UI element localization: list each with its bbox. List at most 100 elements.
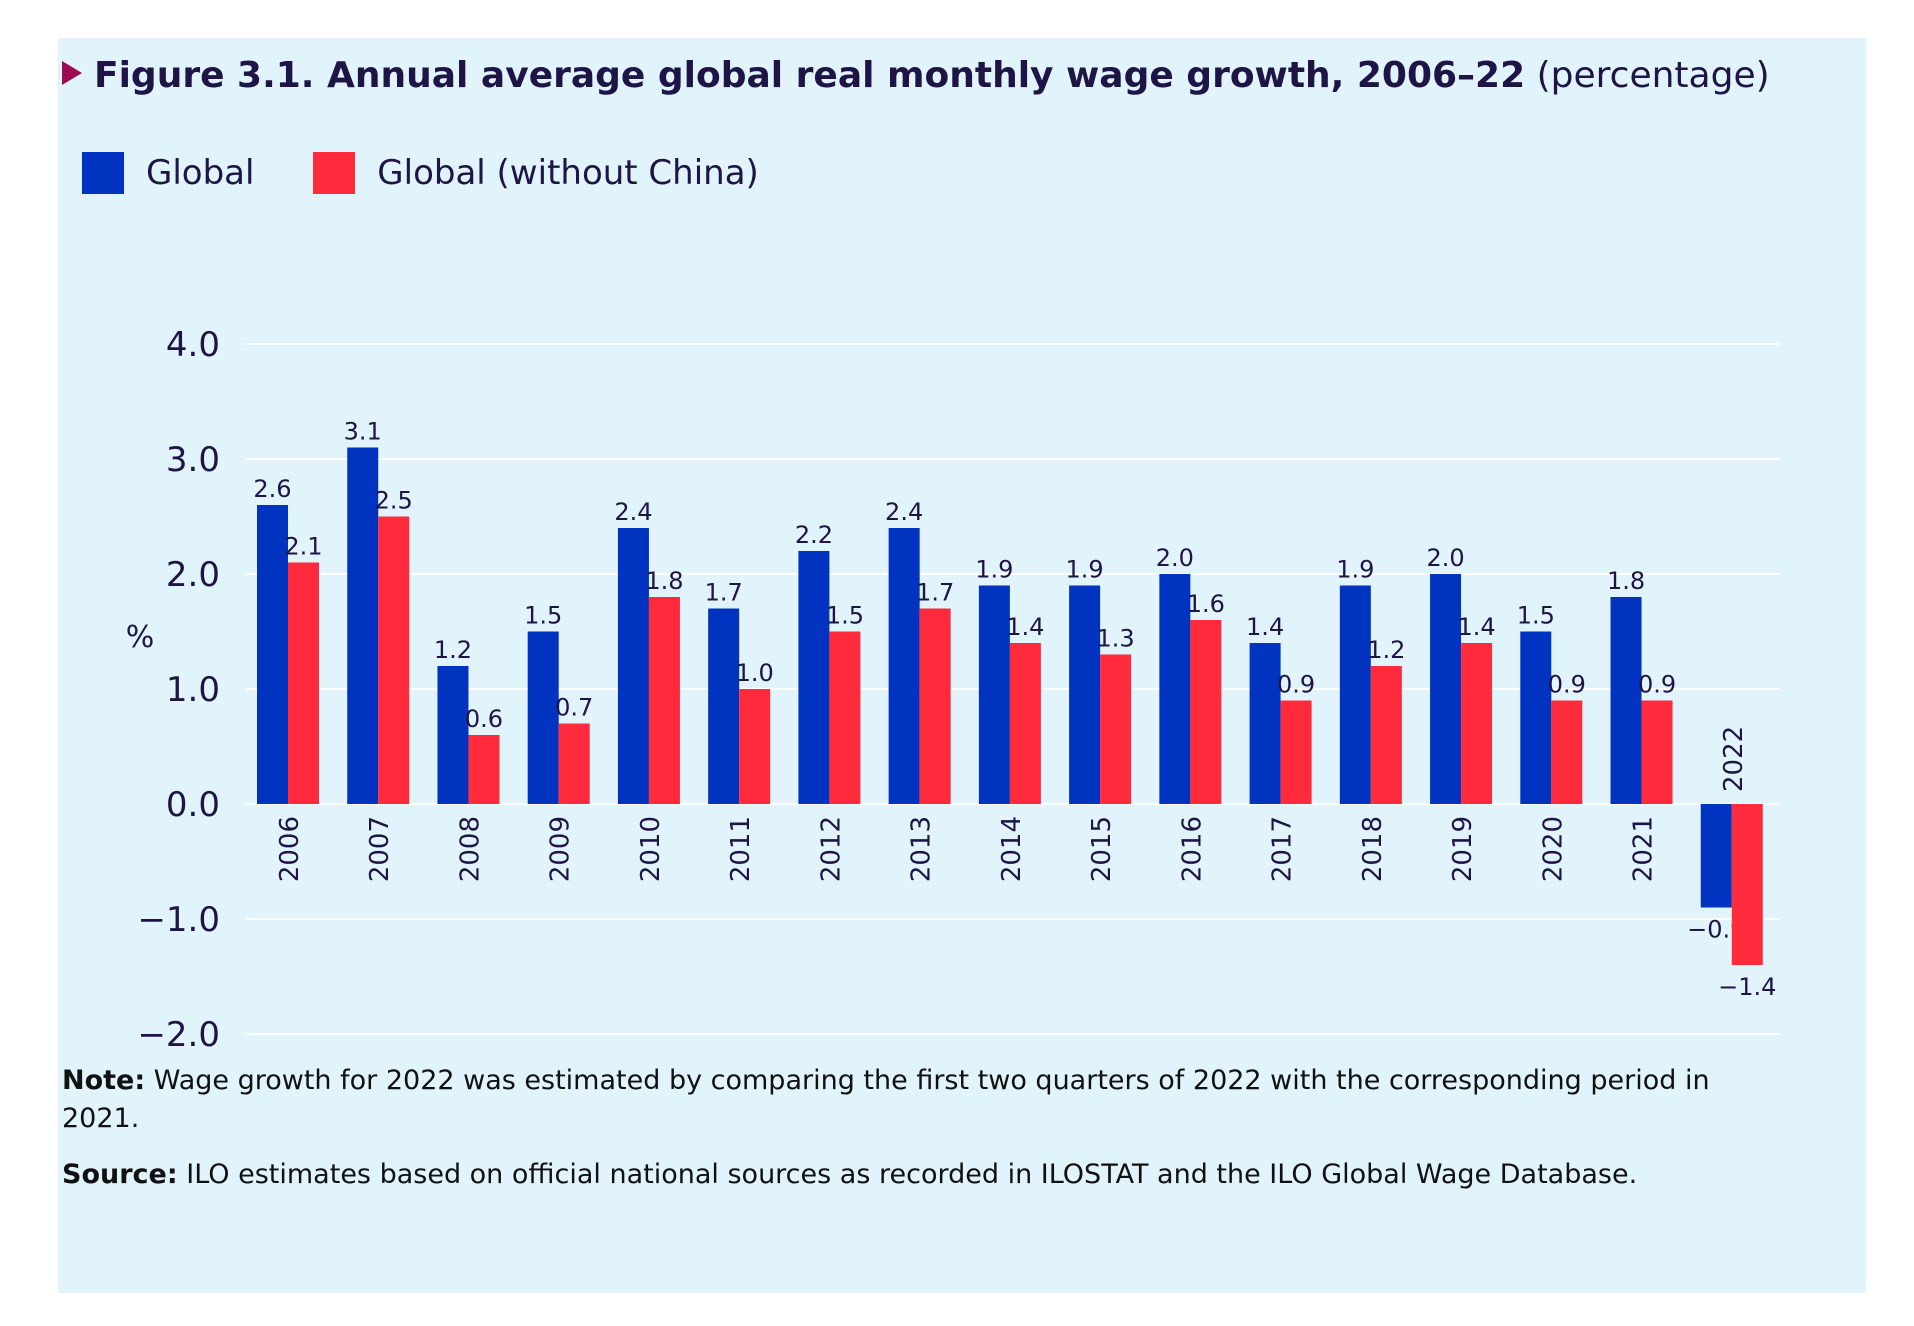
note-text: Wage growth for 2022 was estimated by co… [62,1065,1710,1134]
y-tick-label: 4.0 [166,325,220,365]
x-tick-label: 2022 [1719,726,1749,792]
data-label: 1.9 [1066,556,1104,584]
data-label: 1.5 [524,602,562,630]
bar [739,689,771,804]
legend-swatch-global [82,152,124,194]
data-label: 1.8 [1607,567,1645,595]
bar [1339,585,1371,804]
data-label: 2.1 [284,533,322,561]
x-tick-label: 2009 [546,816,576,882]
bar [1641,700,1673,804]
bar [1461,643,1493,804]
legend: Global Global (without China) [82,152,807,203]
data-label: 1.4 [1006,613,1044,641]
bar [1100,654,1132,804]
data-label: 2.4 [614,498,652,526]
data-label: 2.0 [1426,544,1464,572]
y-axis-label: % [126,620,155,655]
legend-swatch-global-without-china [313,152,356,194]
x-tick-label: 2006 [275,816,305,882]
data-label: 0.9 [1548,671,1586,699]
x-tick-label: 2013 [907,816,937,882]
data-label: 1.3 [1097,625,1135,653]
bar [648,597,680,804]
data-label: 1.5 [1517,602,1555,630]
x-tick-label: 2015 [1087,816,1117,882]
x-tick-label: 2021 [1629,816,1659,882]
bar [708,608,740,804]
data-label: 1.7 [705,579,743,607]
data-label: 1.4 [1457,613,1495,641]
bar [378,516,410,804]
x-tick-label: 2012 [816,816,846,882]
x-tick-label: 2008 [455,816,485,882]
bar [829,631,861,804]
bar [978,585,1010,804]
bar [437,666,469,804]
bar [1731,804,1763,965]
bar [919,608,951,804]
notes-section: Note: Wage growth for 2022 was estimated… [62,1062,1762,1212]
data-label: 3.1 [344,418,382,446]
data-label: 2.4 [885,498,923,526]
data-label: 1.5 [826,602,864,630]
data-label: 1.0 [736,659,774,687]
x-tick-label: 2016 [1177,816,1207,882]
bar [558,723,590,804]
data-label: 1.9 [1336,556,1374,584]
data-label: 1.2 [434,636,472,664]
bar [1190,620,1222,804]
data-label: 0.9 [1638,671,1676,699]
title-main: Figure 3.1. Annual average global real m… [94,55,1526,96]
bar [1280,700,1312,804]
bar [617,528,649,804]
data-label: 1.8 [645,567,683,595]
x-tick-label: 2018 [1358,816,1388,882]
data-label: 1.4 [1246,613,1284,641]
x-tick-label: 2019 [1448,816,1478,882]
note-paragraph: Note: Wage growth for 2022 was estimated… [62,1062,1762,1138]
data-label: 1.9 [975,556,1013,584]
data-label: 2.2 [795,521,833,549]
data-label: 2.5 [375,487,413,515]
bar-chart: 4.0 3.0 2.0 1.0 0.0 −1.0 −2.0% 2.6 2.1 2006 3.1 2.5… [126,325,1780,1055]
data-label: 2.6 [253,475,291,503]
title-arrow-icon [62,61,82,85]
legend-label-global: Global [146,153,255,193]
bar [1430,574,1462,804]
note-label: Note: [62,1065,146,1096]
bar [1009,643,1041,804]
data-label: 0.7 [555,694,593,722]
title-suffix: (percentage) [1525,55,1770,96]
data-label: 0.6 [465,705,503,733]
legend-item-global-without-china: Global (without China) [313,152,759,194]
y-tick-label: −1.0 [137,900,220,940]
x-tick-label: 2011 [726,816,756,882]
bar [1069,585,1101,804]
x-tick-label: 2020 [1538,816,1568,882]
bar [1370,666,1402,804]
source-paragraph: Source: ILO estimates based on official … [62,1156,1762,1194]
data-label: 1.6 [1187,590,1225,618]
bar [1610,597,1642,804]
data-label: 1.2 [1367,636,1405,664]
figure-title: Figure 3.1. Annual average global real m… [62,54,1770,98]
source-text: ILO estimates based on official national… [177,1159,1638,1190]
y-tick-label: 1.0 [166,670,220,710]
x-tick-label: 2010 [636,816,666,882]
data-label: 2.0 [1156,544,1194,572]
bar [888,528,920,804]
x-tick-label: 2007 [365,816,395,882]
bar [527,631,559,804]
bar [288,562,319,804]
bar [1159,574,1191,804]
bar [1551,700,1583,804]
legend-item-global: Global [82,152,254,194]
source-label: Source: [62,1159,178,1190]
y-tick-label: −2.0 [137,1015,220,1055]
data-label: 0.9 [1277,671,1315,699]
data-label: 1.7 [916,579,954,607]
bar [1520,631,1552,804]
bar [468,735,500,804]
bar [347,447,379,804]
